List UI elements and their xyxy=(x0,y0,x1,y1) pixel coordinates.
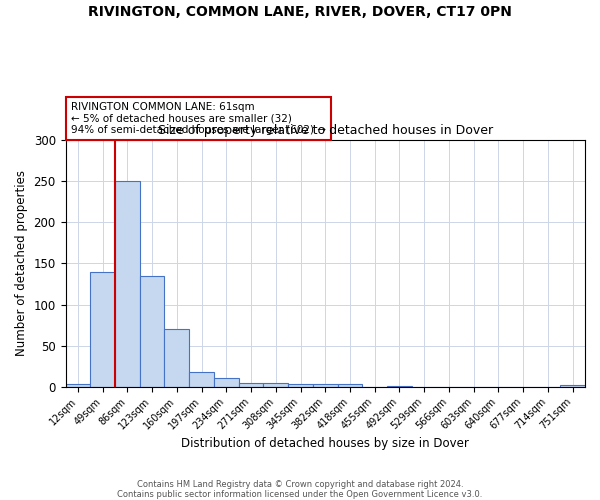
Bar xyxy=(115,181,140,387)
X-axis label: Distribution of detached houses by size in Dover: Distribution of detached houses by size … xyxy=(181,437,469,450)
Text: RIVINGTON, COMMON LANE, RIVER, DOVER, CT17 0PN: RIVINGTON, COMMON LANE, RIVER, DOVER, CT… xyxy=(88,5,512,19)
Bar xyxy=(387,386,412,387)
Bar xyxy=(214,378,239,387)
Bar xyxy=(140,276,164,387)
Bar xyxy=(239,382,263,387)
Bar xyxy=(65,384,90,387)
Bar xyxy=(288,384,313,387)
Bar xyxy=(263,382,288,387)
Bar xyxy=(90,272,115,387)
Bar xyxy=(338,384,362,387)
Bar xyxy=(189,372,214,387)
Title: Size of property relative to detached houses in Dover: Size of property relative to detached ho… xyxy=(158,124,493,138)
Bar xyxy=(164,329,189,387)
Text: RIVINGTON COMMON LANE: 61sqm
← 5% of detached houses are smaller (32)
94% of sem: RIVINGTON COMMON LANE: 61sqm ← 5% of det… xyxy=(71,102,326,135)
Bar xyxy=(313,384,338,387)
Y-axis label: Number of detached properties: Number of detached properties xyxy=(15,170,28,356)
Text: Contains HM Land Registry data © Crown copyright and database right 2024.
Contai: Contains HM Land Registry data © Crown c… xyxy=(118,480,482,499)
Bar xyxy=(560,385,585,387)
